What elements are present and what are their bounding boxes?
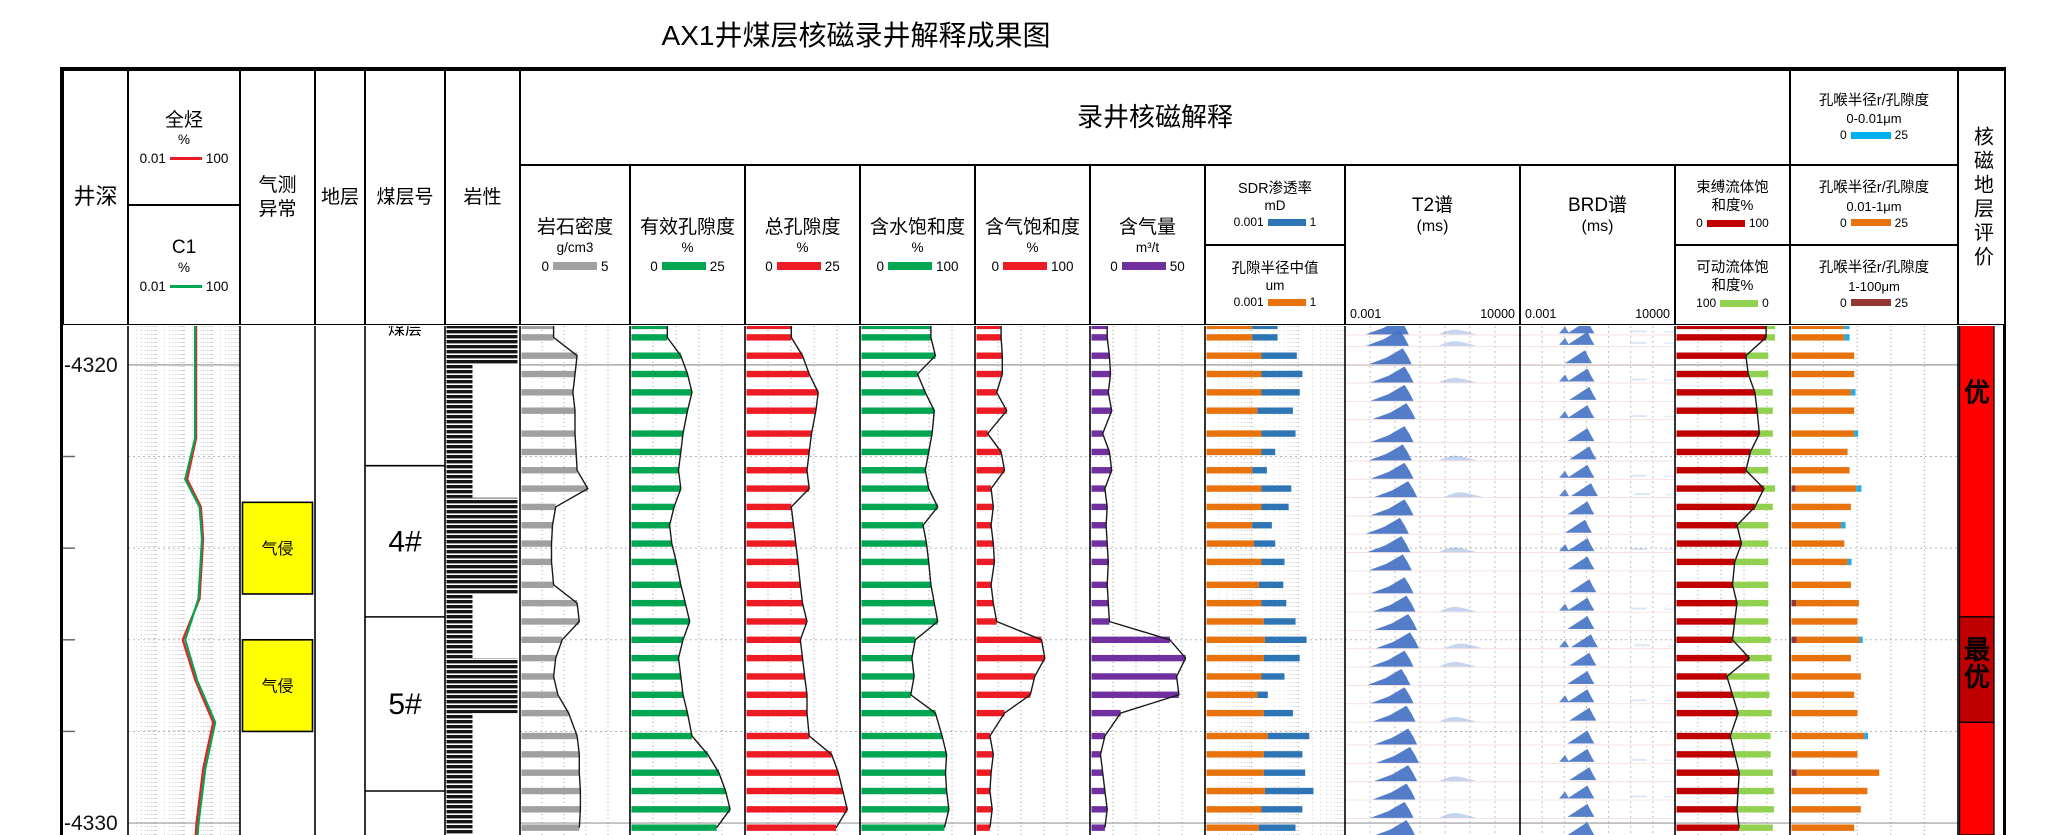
t2-scale-min: 0.001 [1350, 307, 1382, 321]
coal-seam-label: 煤层号 [376, 186, 434, 208]
header-gas-sat: 含气饱和度 % 0 100 [975, 165, 1090, 325]
header-pore-throat-1: 孔喉半径r/孔隙度 0-0.01μm 0 25 [1790, 70, 1958, 165]
stratum-label: 地层 [320, 186, 359, 208]
pt1-scale-bar [1850, 131, 1891, 139]
nmr-group-label: 录井核磁解释 [1076, 101, 1233, 132]
pt2-scale-bar [1850, 219, 1891, 227]
header-stratum: 地层 [315, 70, 365, 325]
gas-anomaly-label: 气测 异常 [258, 175, 297, 220]
header-coal-seam: 煤层号 [365, 70, 445, 325]
brd-scale-max: 10000 [1635, 307, 1670, 321]
total-hc-scale-line [169, 157, 202, 160]
header-c1: C1 % 0.01 100 [128, 205, 240, 325]
depth-label: 井深 [73, 184, 118, 210]
header-pore-throat-2: 孔喉半径r/孔隙度 0.01-1μm 0 25 [1790, 165, 1958, 245]
evaluation-label: 核磁地层评价 [1970, 125, 1993, 270]
header-total-hc: 全烃 % 0.01 100 [128, 70, 240, 205]
c1-unit: % [177, 259, 190, 275]
header-water-sat: 含水饱和度 % 0 100 [860, 165, 975, 325]
header-pore-throat-3: 孔喉半径r/孔隙度 1-100μm 0 25 [1790, 245, 1958, 325]
c1-scale: 0.01 100 [139, 278, 229, 294]
header-eff-porosity: 有效孔隙度 % 0 25 [630, 165, 745, 325]
gas-sat-scale-bar [1002, 262, 1047, 270]
brd-scale-min: 0.001 [1525, 307, 1557, 321]
pore-radius-scale-bar [1267, 298, 1306, 306]
table-outer-border [60, 67, 2006, 835]
header-nmr-group: 录井核磁解释 [520, 70, 1790, 165]
eff-porosity-scale-bar [661, 262, 706, 270]
bound-fluid-scale-bar [1706, 219, 1745, 227]
header-gas-anomaly: 气测 异常 [240, 70, 315, 325]
pt3-scale-bar [1850, 299, 1891, 307]
density-scale-bar [553, 262, 597, 270]
header-bound-fluid: 束缚流体饱 和度% 0 100 [1675, 165, 1790, 245]
header-t2: T2谱 (ms) 0.001 10000 [1345, 165, 1520, 325]
lithology-label: 岩性 [463, 186, 502, 208]
chart-title: AX1井煤层核磁录井解释成果图 [661, 20, 1051, 51]
total-hc-unit: % [177, 132, 190, 148]
header-pore-radius-median: 孔隙半径中值 um 0.001 1 [1205, 245, 1345, 325]
water-sat-scale-bar [887, 262, 932, 270]
header-brd: BRD谱 (ms) 0.001 10000 [1520, 165, 1675, 325]
header-gas-content: 含气量 m³/t 0 50 [1090, 165, 1205, 325]
total-hc-scale: 0.01 100 [139, 151, 229, 166]
header-depth: 井深 [63, 70, 128, 325]
gas-content-scale-bar [1121, 262, 1166, 270]
total-porosity-scale-bar [776, 262, 821, 270]
sdr-perm-scale-bar [1267, 218, 1306, 226]
movable-fluid-scale-bar [1720, 299, 1759, 307]
c1-scale-line [169, 284, 202, 288]
t2-scale-max: 10000 [1480, 307, 1515, 321]
header-evaluation: 核磁地层评价 [1958, 70, 2005, 325]
total-hc-title: 全烃 [164, 109, 203, 131]
header-sdr-perm: SDR渗透率 mD 0.001 1 [1205, 165, 1345, 245]
header-movable-fluid: 可动流体饱 和度% 100 0 [1675, 245, 1790, 325]
header-lithology: 岩性 [445, 70, 520, 325]
header-total-porosity: 总孔隙度 % 0 25 [745, 165, 860, 325]
c1-title: C1 [171, 237, 197, 259]
